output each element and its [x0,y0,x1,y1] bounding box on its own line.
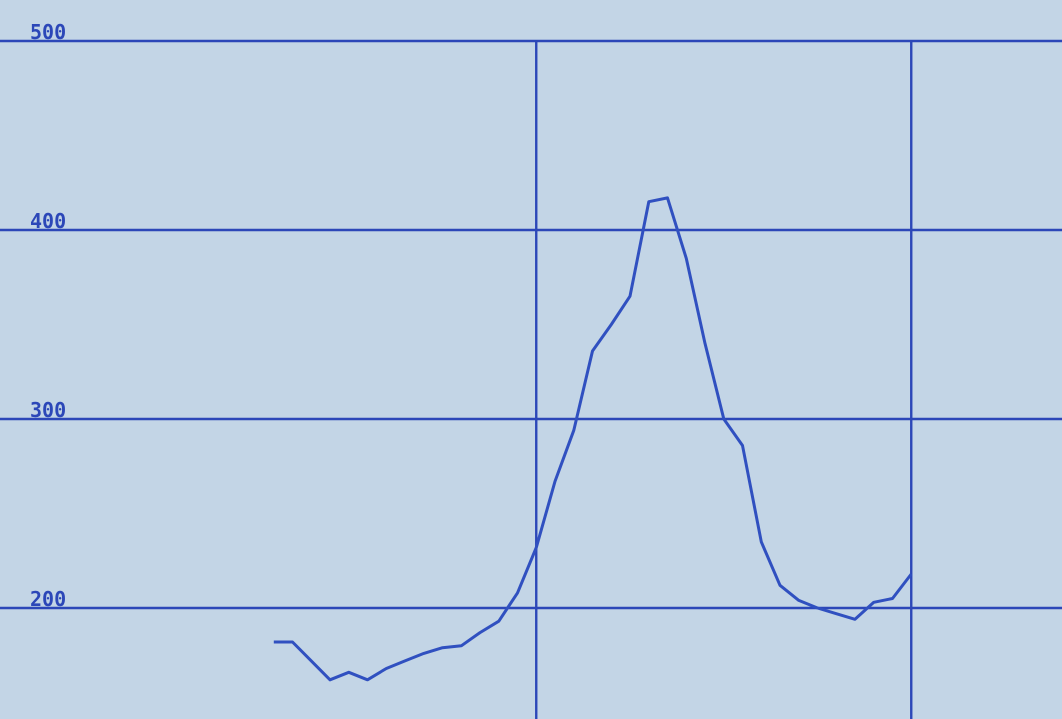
grid-lines [0,39,1062,719]
y-tick-label: 200 [30,587,66,611]
y-axis-tick-labels: 500 400 300 200 [30,20,66,611]
data-series [273,196,913,682]
y-tick-label: 300 [30,398,66,422]
y-tick-label: 500 [30,20,66,44]
y-tick-label: 400 [30,209,66,233]
